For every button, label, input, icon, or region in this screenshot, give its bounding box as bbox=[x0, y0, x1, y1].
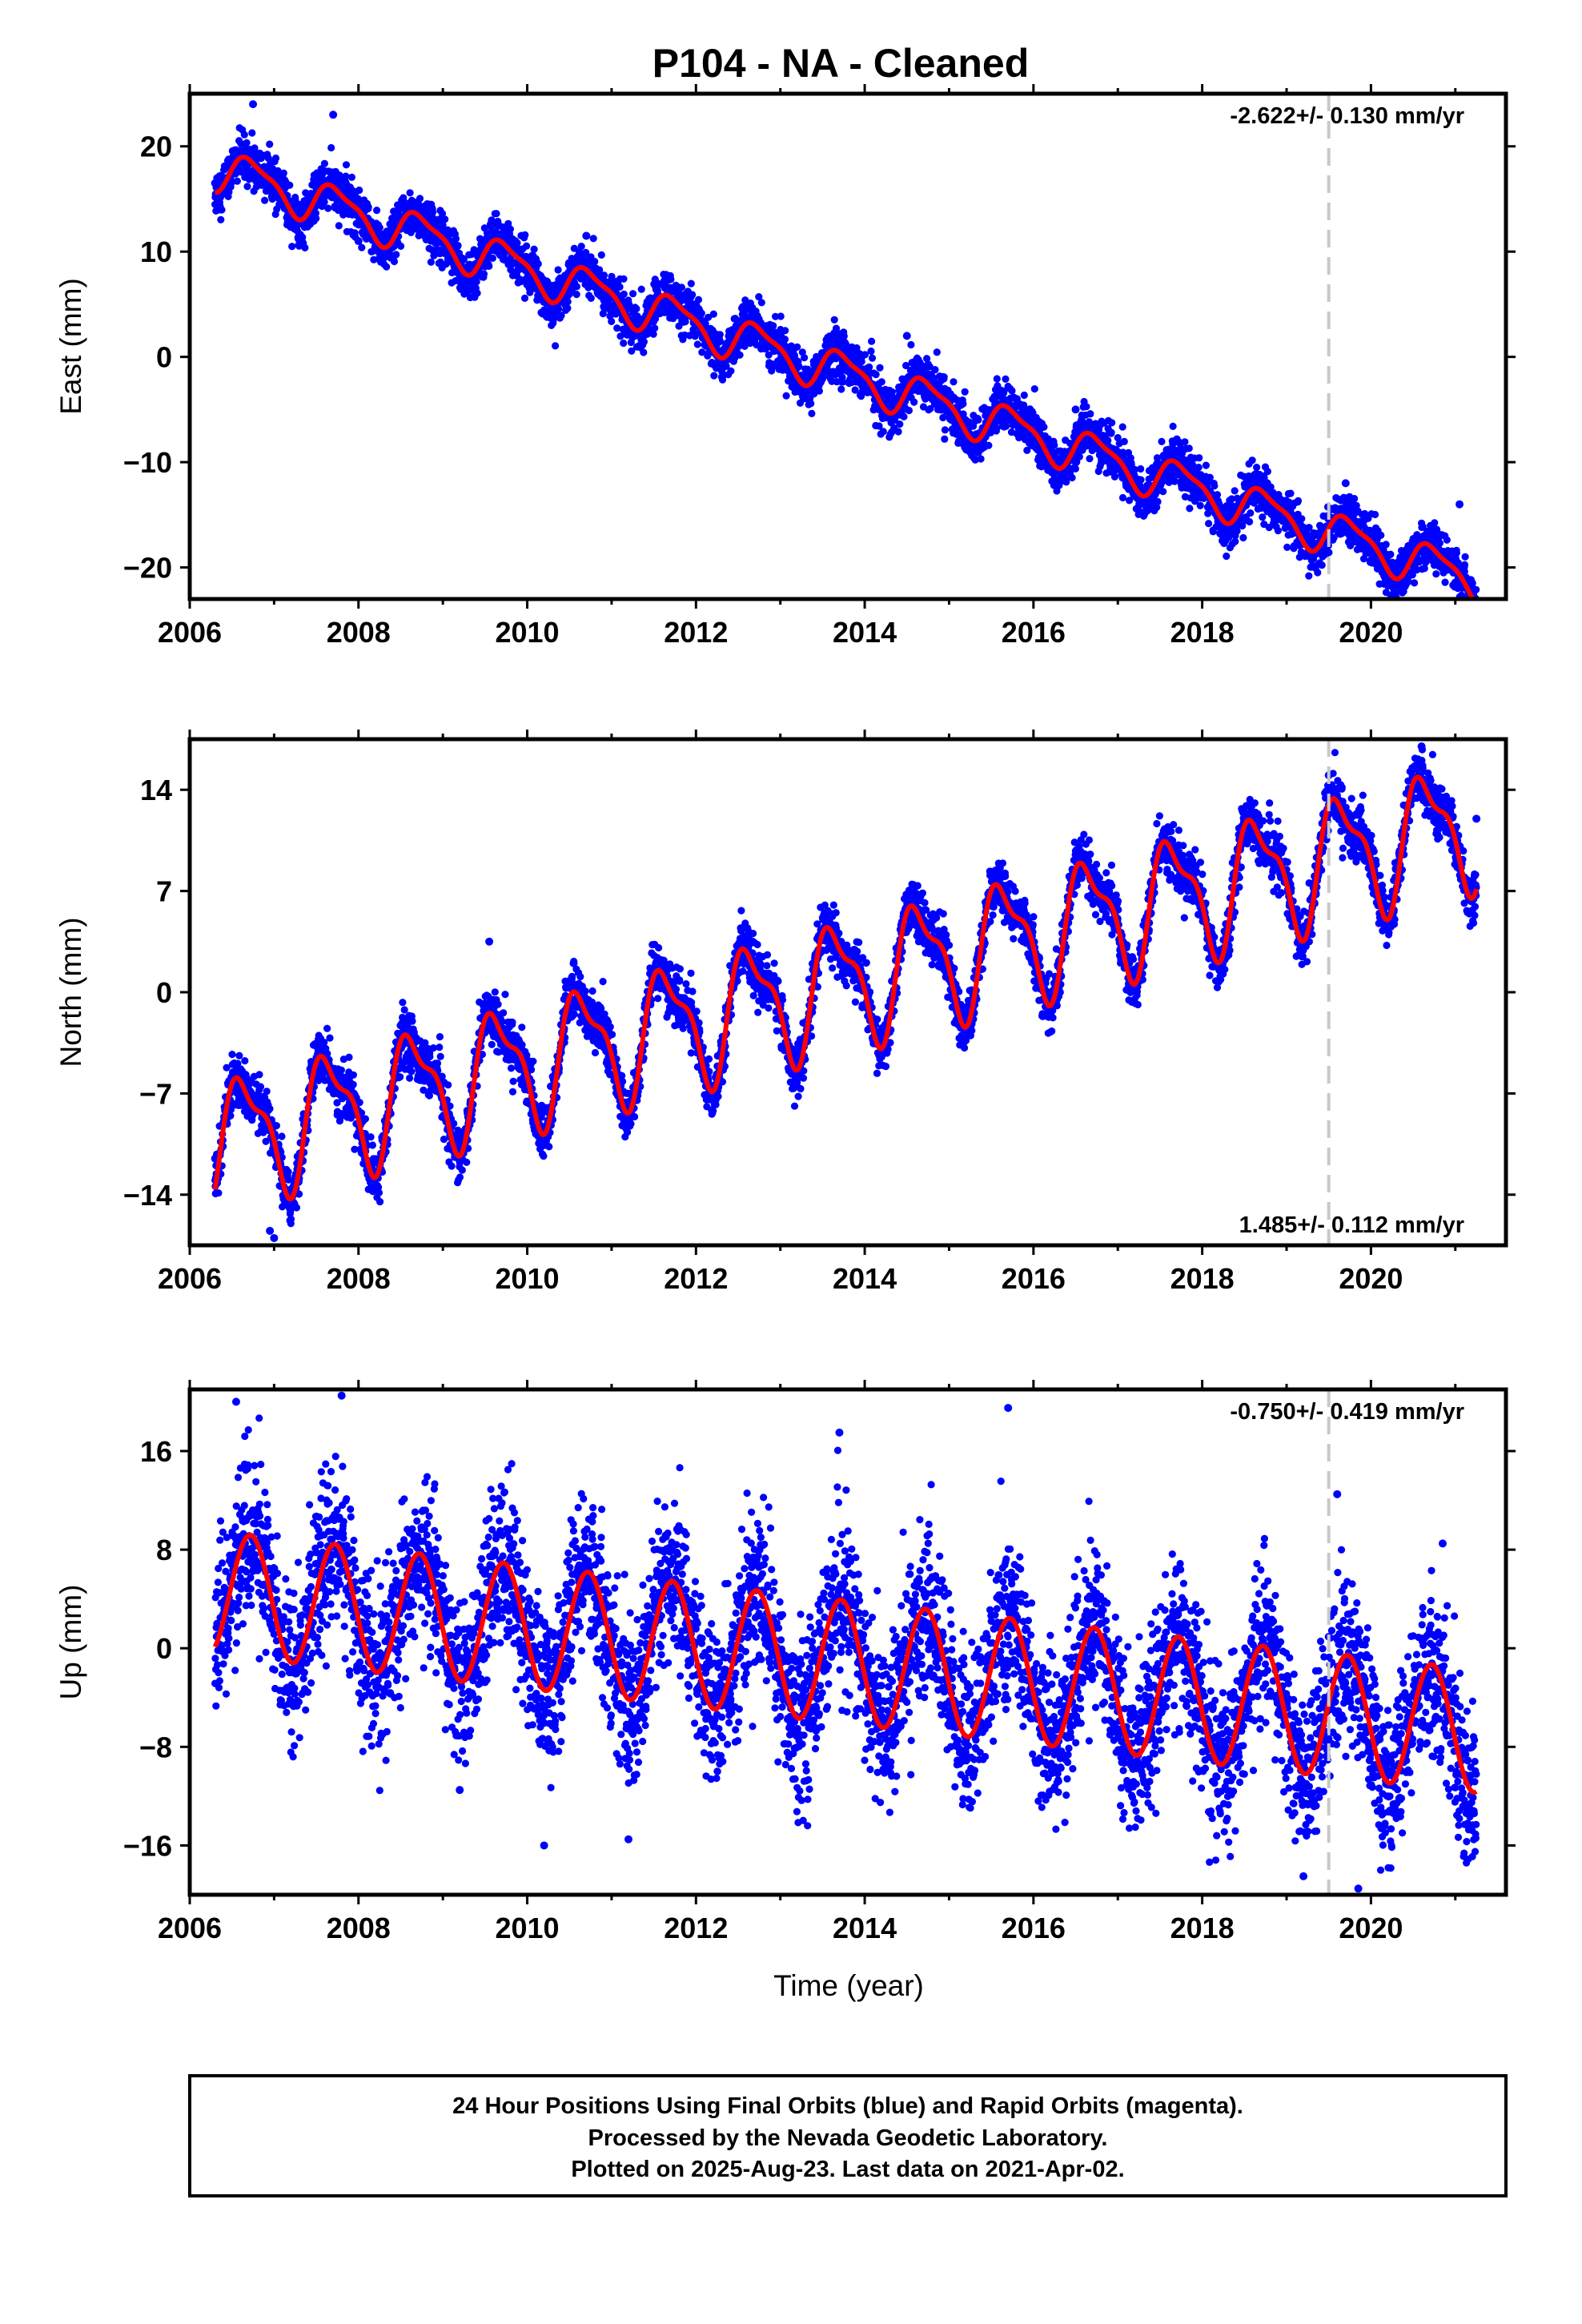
east-data-point bbox=[329, 111, 338, 119]
up-y-tick-label: 8 bbox=[156, 1534, 172, 1566]
north-x-tick-label: 2018 bbox=[1170, 1262, 1235, 1295]
up-x-tick-label: 2012 bbox=[664, 1912, 728, 1944]
up-x-tick-label: 2020 bbox=[1339, 1912, 1403, 1944]
east-x-tick-label: 2008 bbox=[327, 616, 391, 649]
caption-box: 24 Hour Positions Using Final Orbits (bl… bbox=[188, 2074, 1508, 2197]
up-data-point bbox=[456, 1786, 464, 1795]
caption-line-2: Processed by the Nevada Geodetic Laborat… bbox=[588, 2125, 1108, 2151]
north-model-line bbox=[212, 774, 1480, 1202]
east-y-tick-label: −20 bbox=[123, 552, 172, 585]
up-y-tick-label: −8 bbox=[139, 1731, 172, 1763]
up-data-point bbox=[1354, 1884, 1363, 1893]
up-model-line bbox=[212, 1532, 1479, 1795]
north-data-point bbox=[270, 1233, 279, 1242]
east-plot-area bbox=[211, 100, 1480, 599]
up-frame bbox=[187, 1387, 1508, 1897]
up-axis-label: Up (mm) bbox=[54, 1585, 87, 1700]
east-y-tick-label: 20 bbox=[140, 131, 172, 163]
east-daily-points bbox=[211, 124, 1480, 599]
up-x-tick-label: 2014 bbox=[833, 1912, 897, 1944]
east-x-tick-label: 2014 bbox=[833, 616, 897, 649]
east-x-tick-label: 2018 bbox=[1170, 616, 1235, 649]
north-x-tick-label: 2014 bbox=[833, 1262, 897, 1295]
up-rate-label: -0.750+/- 0.419 mm/yr bbox=[1230, 1399, 1464, 1425]
north-x-tick-label: 2006 bbox=[158, 1262, 222, 1295]
north-daily-points bbox=[211, 746, 1480, 1228]
east-axis-label: East (mm) bbox=[54, 278, 87, 415]
north-x-tick-label: 2008 bbox=[327, 1262, 391, 1295]
east-rate-label: -2.622+/- 0.130 mm/yr bbox=[1230, 103, 1464, 129]
north-y-tick-label: 14 bbox=[140, 774, 172, 806]
north-rate-label: 1.485+/- 0.112 mm/yr bbox=[1239, 1212, 1464, 1238]
north-x-tick-label: 2012 bbox=[664, 1262, 728, 1295]
north-data-point bbox=[1417, 742, 1426, 751]
up-data-point bbox=[835, 1428, 844, 1437]
east-y-tick-label: 10 bbox=[140, 235, 172, 268]
up-y-tick-label: 0 bbox=[156, 1632, 172, 1665]
caption-line-3: Plotted on 2025-Aug-23. Last data on 202… bbox=[571, 2157, 1124, 2182]
north-x-tick-label: 2016 bbox=[1002, 1262, 1066, 1295]
north-axis-label: North (mm) bbox=[54, 917, 87, 1067]
up-plot-area bbox=[211, 1391, 1480, 1893]
up-x-tick-label: 2018 bbox=[1170, 1912, 1235, 1944]
up-data-point bbox=[1004, 1404, 1013, 1413]
up-data-point bbox=[624, 1835, 632, 1844]
east-data-point bbox=[354, 237, 363, 246]
east-data-point bbox=[249, 100, 258, 109]
up-data-point bbox=[1438, 1539, 1447, 1548]
up-x-tick-label: 2008 bbox=[327, 1912, 391, 1944]
north-data-point bbox=[485, 937, 494, 946]
north-data-point bbox=[569, 959, 578, 967]
up-x-tick-label: 2006 bbox=[158, 1912, 222, 1944]
east-y-tick-label: 0 bbox=[156, 341, 172, 374]
up-data-point bbox=[1299, 1872, 1308, 1880]
figure-title: P104 - NA - Cleaned bbox=[652, 41, 1030, 86]
up-y-tick-label: −16 bbox=[123, 1829, 172, 1862]
east-frame bbox=[187, 91, 1508, 601]
north-plot-area bbox=[211, 742, 1481, 1242]
north-panel: North (mm) 1.485+/- 0.112 mm/yr 2006 2008… bbox=[54, 730, 1516, 1295]
north-frame bbox=[187, 737, 1508, 1248]
north-y-tick-label: 7 bbox=[156, 875, 172, 908]
north-data-point bbox=[266, 1226, 275, 1235]
north-y-tick-label: −14 bbox=[123, 1179, 172, 1212]
east-x-tick-label: 2016 bbox=[1002, 616, 1066, 649]
east-x-tick-label: 2006 bbox=[158, 616, 222, 649]
east-model-line bbox=[213, 155, 1476, 599]
east-x-tick-label: 2010 bbox=[495, 616, 559, 649]
up-data-point bbox=[540, 1841, 548, 1850]
up-y-tick-label: 16 bbox=[140, 1435, 172, 1468]
north-x-tick-label: 2010 bbox=[495, 1262, 559, 1295]
north-x-tick-label: 2020 bbox=[1339, 1262, 1403, 1295]
up-data-point bbox=[337, 1391, 346, 1400]
east-data-point bbox=[1071, 405, 1080, 414]
east-y-tick-label: −10 bbox=[123, 446, 172, 479]
east-data-point bbox=[1341, 479, 1350, 488]
time-axis-label: Time (year) bbox=[773, 1969, 924, 2002]
east-x-tick-label: 2012 bbox=[664, 616, 728, 649]
east-panel: East (mm) -2.622+/- 0.130 mm/yr 2006 2008… bbox=[54, 84, 1516, 649]
east-x-tick-label: 2020 bbox=[1339, 616, 1403, 649]
east-data-point bbox=[211, 179, 219, 187]
east-data-point bbox=[1468, 579, 1476, 588]
up-data-point bbox=[1333, 1490, 1342, 1498]
up-x-tick-label: 2010 bbox=[495, 1912, 559, 1944]
up-x-tick-label: 2016 bbox=[1002, 1912, 1066, 1944]
up-daily-points bbox=[211, 1414, 1480, 1874]
east-data-point bbox=[215, 205, 223, 214]
north-y-tick-label: 0 bbox=[156, 976, 172, 1009]
east-data-point bbox=[1456, 500, 1464, 509]
up-panel: Up (mm) -0.750+/- 0.419 mm/yr 2006 2008 20… bbox=[54, 1380, 1516, 1944]
north-y-tick-label: −7 bbox=[139, 1077, 172, 1110]
east-data-point bbox=[902, 332, 911, 340]
caption-line-1: 24 Hour Positions Using Final Orbits (bl… bbox=[452, 2093, 1243, 2119]
north-data-point bbox=[1472, 814, 1481, 823]
caption-frame bbox=[188, 2074, 1508, 2197]
up-data-point bbox=[231, 1397, 240, 1406]
east-data-point bbox=[582, 231, 591, 240]
